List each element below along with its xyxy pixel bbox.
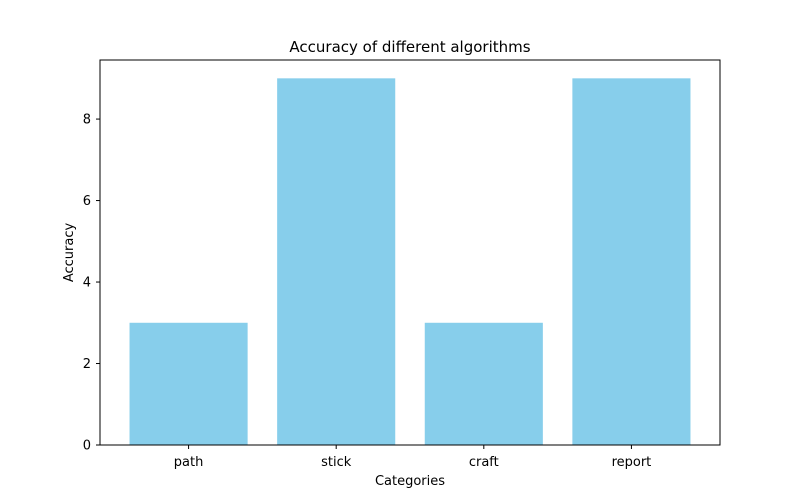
y-tick-label: 4 [83, 276, 91, 291]
x-tick-label: stick [321, 455, 352, 470]
y-tick-label: 8 [83, 113, 91, 128]
x-tick-label: path [174, 455, 204, 470]
x-axis: path stick craft report [174, 445, 651, 470]
bar-stick [277, 78, 396, 445]
bar-report [572, 78, 691, 445]
x-tick-label: report [612, 455, 652, 470]
x-tick-label: craft [469, 455, 499, 470]
y-tick-label: 6 [83, 194, 91, 209]
y-axis: 0 2 4 6 8 [83, 113, 100, 454]
chart-title: Accuracy of different algorithms [289, 38, 530, 56]
y-tick-label: 2 [83, 357, 91, 372]
bar-path [129, 322, 248, 445]
y-tick-label: 0 [83, 439, 91, 454]
bar-craft [424, 322, 543, 445]
y-axis-label: Accuracy [62, 223, 77, 283]
plot-area [129, 78, 691, 445]
axes-frame [99, 59, 721, 446]
x-axis-label: Categories [375, 474, 445, 489]
